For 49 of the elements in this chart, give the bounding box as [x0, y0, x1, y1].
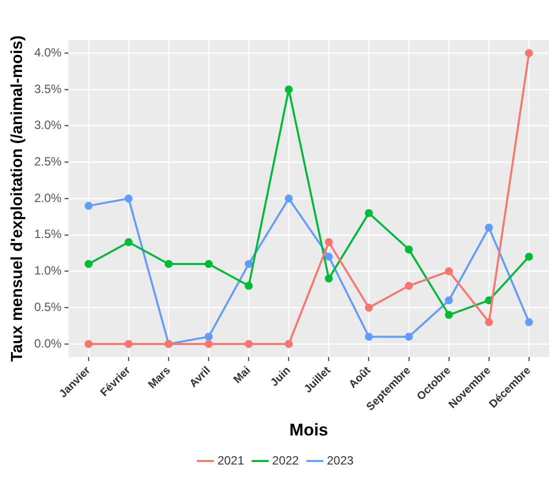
y-tick-label: 1.0%	[34, 264, 62, 278]
point	[524, 318, 533, 326]
legend-label: 2021	[217, 453, 244, 468]
point	[124, 238, 133, 246]
point	[84, 340, 93, 348]
y-tick-label: 4.0%	[34, 45, 62, 60]
point	[324, 274, 333, 283]
point	[364, 209, 373, 218]
y-tick-label: 2.0%	[34, 190, 62, 205]
x-tick-label: Mai	[232, 364, 253, 386]
x-tick-label: Juin	[268, 364, 294, 389]
point	[404, 245, 413, 254]
legend-label: 2023	[326, 453, 354, 468]
point	[244, 260, 253, 268]
point	[364, 304, 373, 312]
point	[84, 260, 93, 268]
point	[484, 318, 493, 326]
point	[204, 332, 213, 341]
point	[204, 260, 213, 268]
legend-label: 2022	[272, 453, 300, 468]
point	[244, 282, 253, 290]
y-tick-label: 0.5%	[34, 300, 62, 314]
y-tick-label: 3.5%	[34, 82, 62, 96]
point	[444, 296, 453, 304]
point	[284, 340, 293, 348]
point	[524, 252, 533, 261]
y-tick-label: 1.5%	[34, 227, 62, 242]
point	[484, 224, 493, 232]
x-axis-title: Mois	[289, 420, 328, 440]
point	[124, 194, 133, 203]
y-axis-title: Taux mensuel d'exploitation (/animal-mois)	[9, 35, 26, 362]
point	[324, 252, 333, 261]
point	[364, 332, 373, 341]
y-tick-label: 2.5%	[34, 154, 62, 168]
point	[404, 332, 413, 341]
point	[284, 194, 293, 203]
point	[124, 340, 133, 348]
point	[84, 202, 93, 210]
point	[164, 260, 173, 268]
point	[204, 340, 213, 348]
point	[284, 85, 293, 94]
point	[524, 49, 533, 58]
y-tick-label: 0.0%	[34, 336, 62, 350]
point	[244, 340, 253, 348]
point	[324, 238, 333, 246]
y-tick-label: 3.0%	[34, 118, 62, 132]
point	[444, 310, 453, 319]
point	[444, 267, 453, 276]
point	[404, 282, 413, 290]
